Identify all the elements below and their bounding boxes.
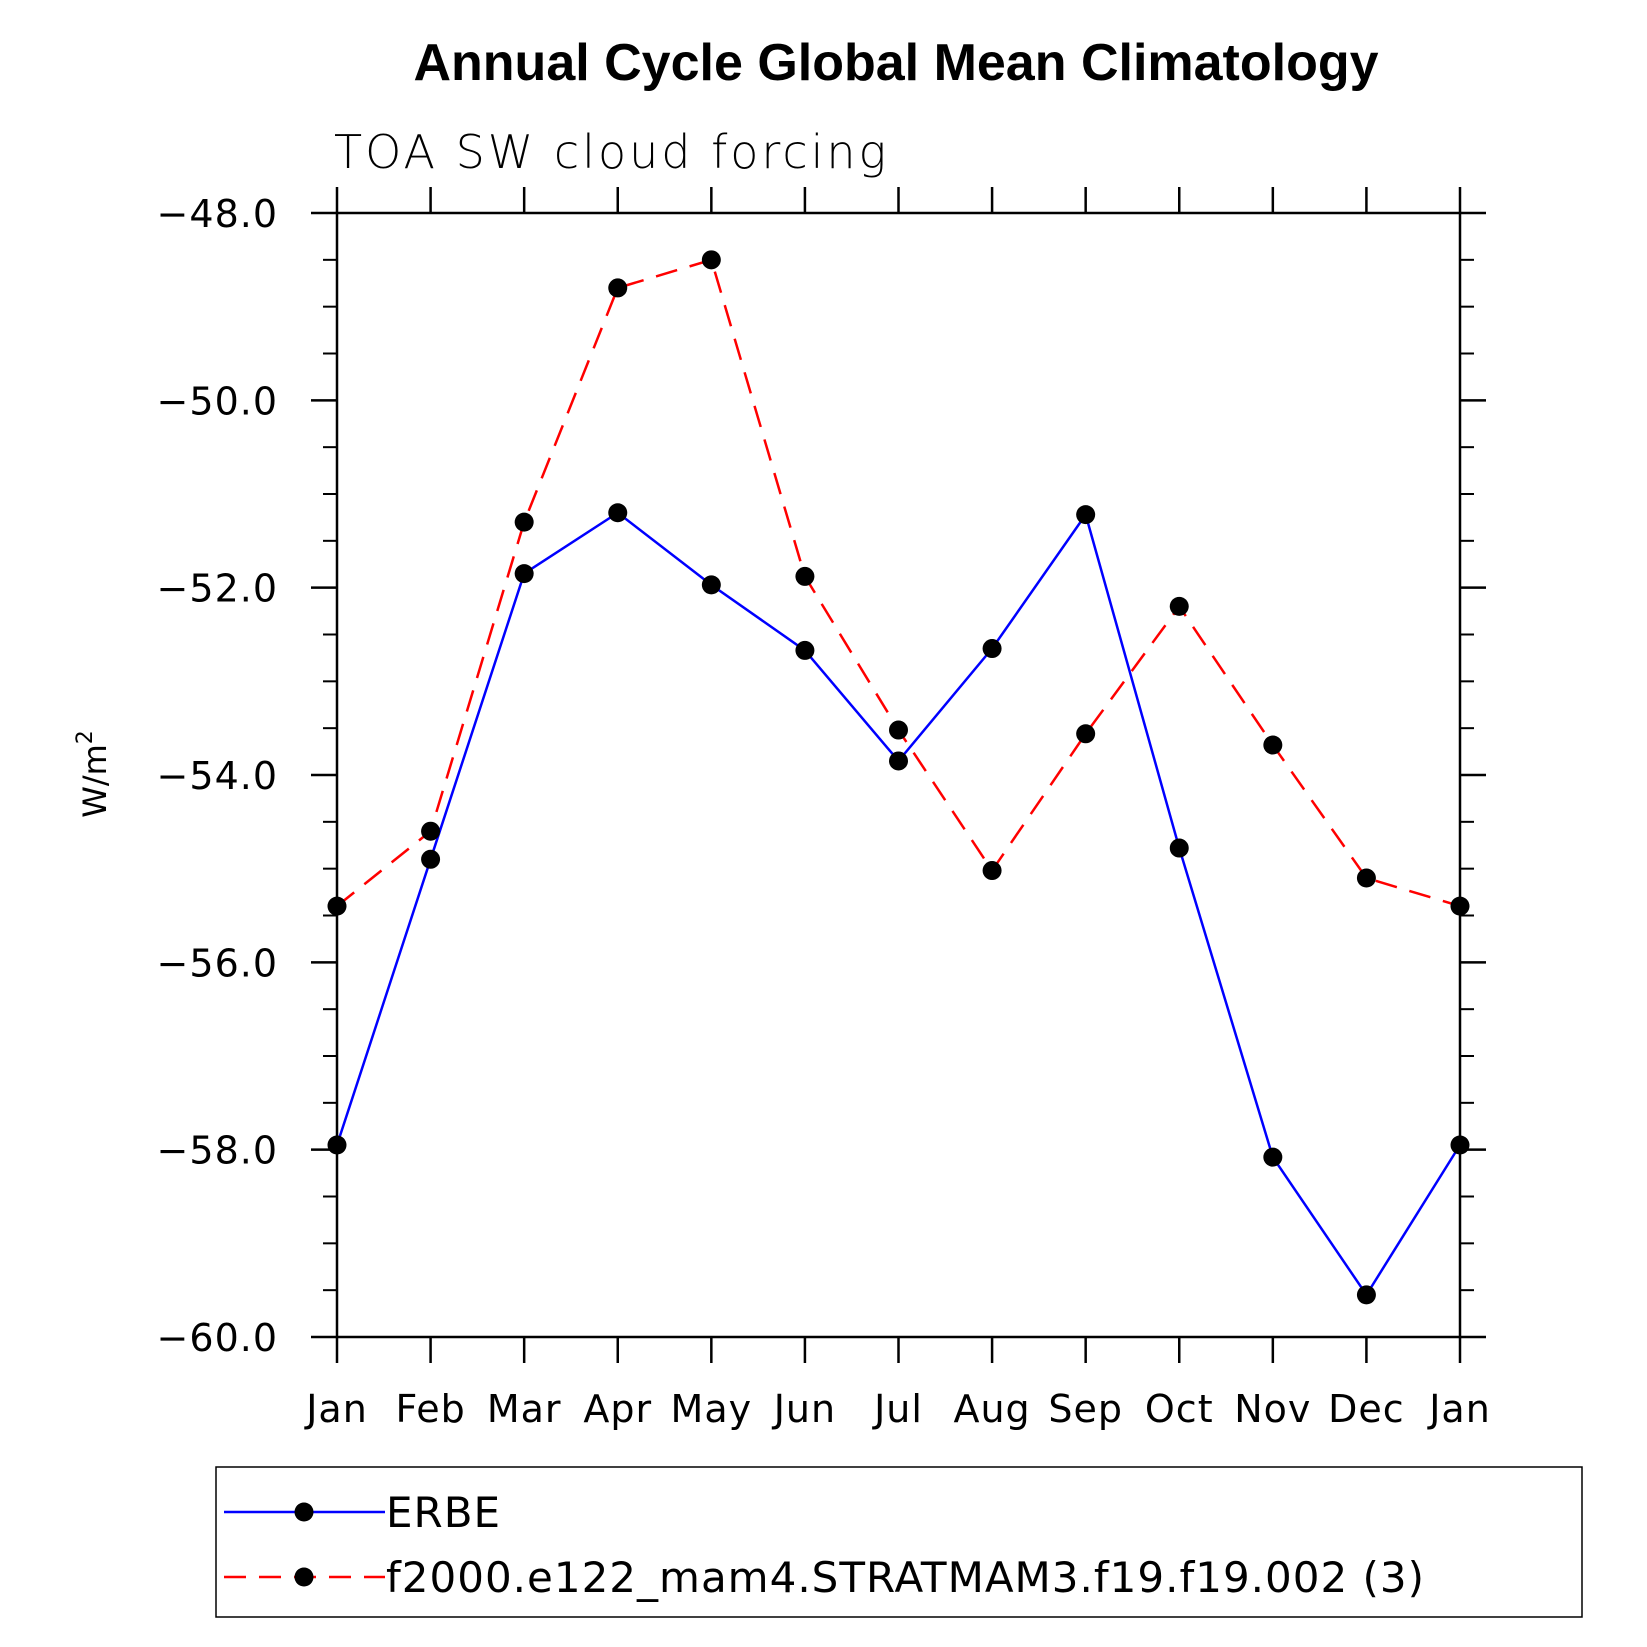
x-tick-label: Oct: [1145, 1387, 1214, 1431]
data-point: [1356, 868, 1376, 888]
data-point: [514, 512, 534, 532]
data-point: [1450, 896, 1470, 916]
x-tick-label: Jan: [304, 1387, 368, 1431]
y-tick-label: −54.0: [157, 754, 278, 798]
y-tick-labels: −48.0 −50.0 −52.0 −54.0 −56.0 −58.0 −60.0: [157, 192, 278, 1360]
series-0: [327, 503, 1470, 1305]
legend-box: [215, 1466, 1583, 1618]
data-point: [1356, 1285, 1376, 1305]
data-point: [1450, 1135, 1470, 1155]
series-line: [335, 511, 1462, 1298]
y-tick-label: −56.0: [157, 941, 278, 985]
data-point: [795, 640, 815, 660]
data-point: [327, 896, 347, 916]
data-point: [1263, 1147, 1283, 1167]
legend-marker: [294, 1502, 314, 1522]
data-point: [608, 278, 628, 298]
data-point: [701, 250, 721, 270]
y-tick-label: −52.0: [157, 567, 278, 611]
x-tick-labels: Jan Feb Mar Apr May Jun Jul Aug Sep Oct Nov Dec Jan: [304, 1387, 1491, 1431]
data-point: [1076, 505, 1096, 525]
x-tick-label: Apr: [583, 1387, 652, 1431]
y-axis-label: W/m2: [73, 730, 114, 818]
data-point: [1263, 735, 1283, 755]
plot-frame: [335, 211, 1462, 1339]
y-axis-label-text: W/m: [76, 744, 114, 818]
x-tick-label: Aug: [953, 1387, 1030, 1431]
data-point: [701, 575, 721, 595]
data-point: [795, 566, 815, 586]
x-tick-label: Dec: [1328, 1387, 1405, 1431]
data-point: [1169, 838, 1189, 858]
x-tick-label: Sep: [1048, 1387, 1123, 1431]
x-tick-label: Jan: [1427, 1387, 1491, 1431]
data-point: [421, 849, 441, 869]
data-point: [889, 720, 908, 740]
data-point: [421, 821, 441, 841]
legend-entry: f2000.e122_mam4.STRATMAM3.f19.f19.002 (3…: [224, 1553, 1425, 1602]
legend-entry: ERBE: [224, 1488, 501, 1537]
legend-label: f2000.e122_mam4.STRATMAM3.f19.f19.002 (3…: [386, 1553, 1425, 1602]
y-tick-label: −50.0: [157, 379, 278, 423]
x-tick-label: May: [671, 1387, 753, 1431]
data-point: [327, 1135, 347, 1155]
chart-subtitle: TOA SW cloud forcing: [334, 125, 889, 179]
series-layer: [327, 250, 1470, 1305]
data-point: [1076, 724, 1096, 744]
plot-ticks: [311, 187, 1486, 1363]
svg-text:W/m2: W/m2: [73, 730, 114, 818]
data-point: [608, 503, 628, 523]
data-point: [514, 564, 534, 584]
y-tick-label: −48.0: [157, 192, 278, 236]
data-point: [889, 751, 908, 771]
data-point: [1169, 596, 1189, 616]
legend: ERBE f2000.e122_mam4.STRATMAM3.f19.f19.00…: [215, 1466, 1583, 1618]
data-point: [982, 639, 1002, 659]
series-1: [327, 250, 1470, 916]
x-tick-label: Jul: [872, 1387, 923, 1431]
legend-marker: [294, 1567, 314, 1587]
series-line: [336, 258, 1461, 908]
data-point: [982, 861, 1002, 881]
y-tick-label: −58.0: [157, 1129, 278, 1173]
y-axis-label-superscript: 2: [73, 730, 98, 744]
legend-label: ERBE: [386, 1488, 501, 1537]
x-tick-label: Jun: [772, 1387, 836, 1431]
x-tick-label: Feb: [395, 1387, 465, 1431]
plot-border: [335, 211, 1462, 1339]
x-tick-label: Mar: [487, 1387, 562, 1431]
chart-title: Annual Cycle Global Mean Climatology: [413, 34, 1378, 92]
x-tick-label: Nov: [1234, 1387, 1311, 1431]
y-tick-label: −60.0: [157, 1316, 278, 1360]
